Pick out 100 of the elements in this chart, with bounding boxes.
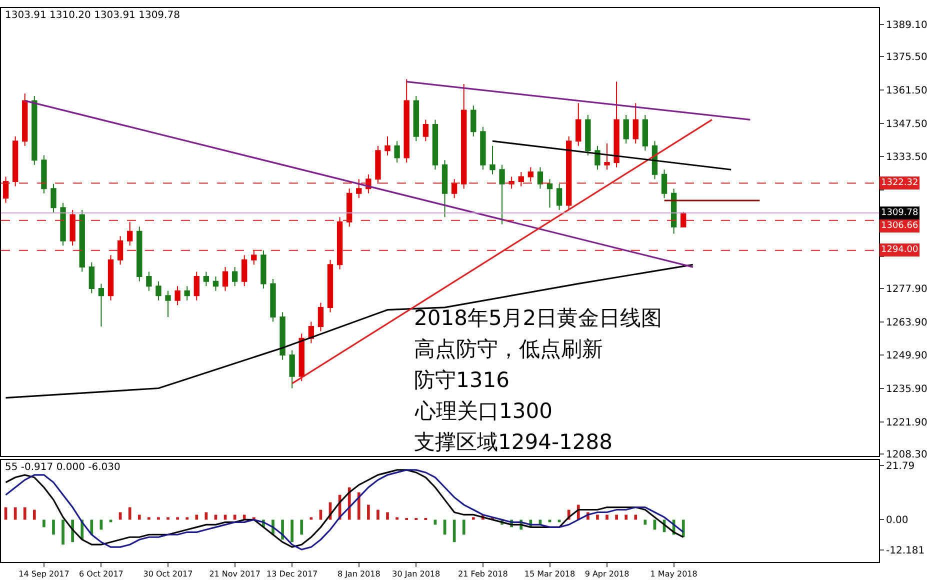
candlestick [490, 145, 496, 175]
y-tick-label: 1208.30 [886, 450, 927, 461]
x-tick-label: 8 Jan 2018 [337, 570, 380, 579]
bar [52, 520, 55, 535]
candlestick [604, 142, 610, 170]
candlestick [298, 333, 304, 382]
candlestick [661, 169, 668, 199]
y-tick-label: 1361.50 [886, 85, 927, 96]
annotation: 高点防守，低点刷新 [414, 337, 603, 361]
candlestick [556, 183, 562, 211]
bar [386, 512, 389, 520]
candlestick [394, 140, 400, 163]
y-tick-label: 1375.50 [886, 52, 927, 64]
x-tick-label: 30 Oct 2017 [143, 570, 193, 579]
ref-line-label: 1306.66 [881, 221, 918, 231]
candlestick [422, 119, 429, 142]
candlestick [461, 84, 467, 190]
candlestick [146, 271, 152, 292]
bar [462, 520, 466, 535]
x-tick-label: 21 Feb 2018 [458, 570, 508, 579]
y-tick-label: 1235.90 [886, 384, 927, 395]
ref-line-label: 1294.00 [881, 245, 918, 255]
candlestick [318, 302, 324, 332]
y-tick-label: 21.79 [886, 461, 915, 472]
candlestick [108, 254, 114, 301]
y-tick-label: -12.181 [886, 546, 925, 557]
bar [624, 514, 628, 520]
candlestick [375, 145, 381, 184]
candlestick [184, 286, 190, 301]
y-tick-label: 1277.90 [886, 284, 927, 296]
candlestick [32, 95, 38, 166]
bar [615, 514, 618, 520]
bar [396, 517, 398, 520]
candlestick [614, 81, 620, 168]
candlestick [576, 102, 582, 146]
y-tick-label: 1389.10 [886, 20, 927, 31]
bar [634, 514, 638, 520]
annotation: 2018年5月2日黄金日线图 [414, 306, 662, 330]
bar [290, 520, 294, 542]
candlestick [194, 271, 200, 301]
ref-line-label: 1322.32 [881, 178, 918, 188]
candlestick [232, 266, 238, 287]
y-tick-label: 1347.50 [886, 118, 927, 130]
candlestick [623, 114, 629, 144]
candlestick [537, 166, 544, 190]
bar [310, 517, 313, 520]
y-tick-label: 1249.90 [886, 350, 927, 362]
candlestick [98, 283, 104, 327]
candlestick [174, 286, 180, 306]
annotation: 支撑区域1294-1288 [414, 430, 612, 454]
y-tick-label: 0.00 [886, 515, 908, 526]
x-tick-label: 15 Mar 2018 [524, 570, 576, 579]
candlestick [50, 183, 56, 213]
annotation: 防守1316 [414, 368, 510, 392]
bar [596, 514, 599, 520]
candlestick [2, 176, 9, 204]
candlestick [60, 202, 66, 246]
bar [376, 510, 380, 520]
candlestick [642, 114, 648, 152]
bar [606, 514, 608, 520]
x-tick-label: 13 Dec 2017 [266, 570, 318, 579]
candlestick [413, 95, 419, 142]
candlestick [356, 178, 362, 199]
bar [42, 520, 46, 528]
candlestick [566, 136, 572, 211]
bar [233, 514, 236, 520]
bar [357, 492, 360, 520]
bar [62, 520, 64, 545]
x-tick-label: 14 Sep 2017 [18, 570, 70, 579]
candlestick [41, 154, 47, 194]
candlestick [632, 102, 638, 144]
candlestick [546, 178, 553, 208]
bar [195, 514, 198, 520]
x-tick-label: 30 Jan 2018 [392, 570, 440, 579]
annotation: 心理关口1300 [414, 399, 552, 423]
candlestick [585, 114, 591, 156]
candlestick [404, 78, 410, 163]
y-tick-label: 1333.50 [886, 152, 927, 164]
bar [138, 514, 141, 520]
candlestick [222, 266, 228, 292]
chart-title: 55 -0.917 0.000 -6.030 [5, 462, 120, 473]
bar [23, 507, 26, 520]
candlestick [79, 210, 85, 272]
candlestick [499, 164, 505, 225]
candlestick [442, 160, 448, 218]
candlestick [336, 216, 343, 270]
candlestick [70, 210, 76, 246]
candlestick [518, 171, 524, 187]
bar [14, 507, 17, 520]
x-tick-label: 6 Oct 2017 [79, 570, 124, 579]
candlestick [280, 312, 286, 360]
candlestick [212, 276, 219, 292]
chart-title: 1303.91 1310.20 1303.91 1309.78 [5, 10, 180, 21]
candlestick [242, 254, 248, 287]
bar [300, 520, 304, 535]
ref-line-label: 1309.78 [881, 208, 918, 218]
candlestick [346, 188, 352, 228]
x-tick-label: 21 Nov 2017 [209, 570, 260, 579]
bar [32, 510, 36, 520]
candlestick [470, 104, 476, 137]
